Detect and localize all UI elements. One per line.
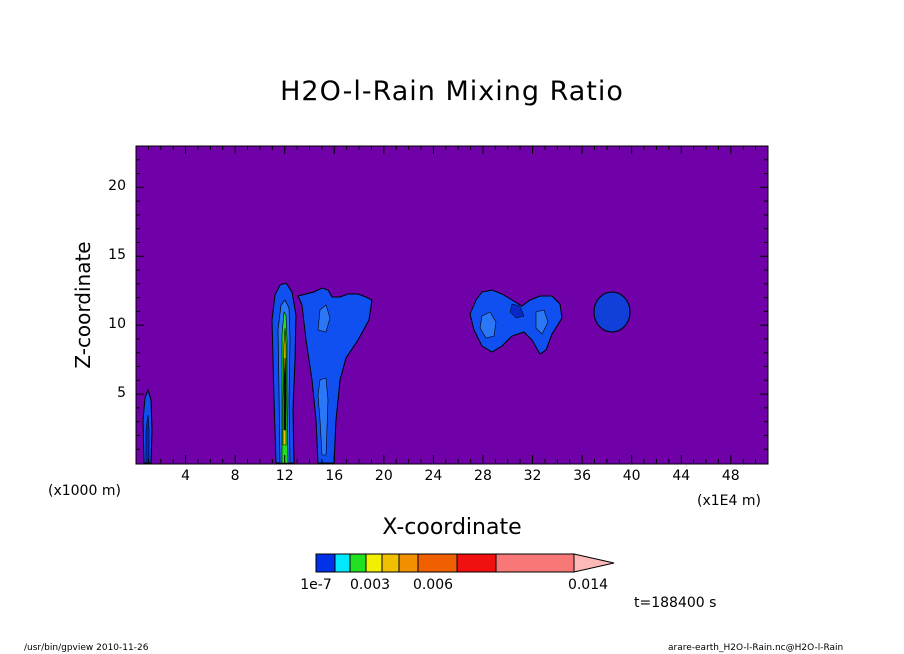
colorbar-swatch: [365, 553, 383, 573]
colorbar-swatch: [349, 553, 367, 573]
colorbar-swatch: [398, 553, 419, 573]
x-tick-label: 16: [325, 468, 344, 484]
y-axis-label: Z-coordinate: [71, 241, 95, 369]
rain-cell-28-32-inner2: [535, 309, 549, 335]
x-tick-label: 40: [622, 468, 641, 484]
y-axis: [136, 159, 768, 450]
rain-cell-39: [593, 291, 631, 333]
rain-cell-16: [297, 287, 373, 464]
x-scale-label: (x1E4 m): [697, 493, 761, 509]
y-tick-label: 10: [108, 316, 126, 333]
y-tick-label: 20: [108, 178, 126, 195]
colorbar-label: 1e-7: [300, 577, 332, 593]
x-axis-label: X-coordinate: [382, 515, 522, 540]
colorbar-swatch: [495, 553, 575, 573]
x-tick-label: 20: [374, 468, 393, 484]
rain-cell-16-inner2: [317, 304, 331, 333]
time-annotation: t=188400 s: [634, 595, 717, 611]
rain-cell-28-32: [469, 289, 563, 355]
x-tick-label: 24: [424, 468, 443, 484]
plot-area: [135, 145, 769, 465]
x-tick-label: 8: [230, 468, 240, 484]
x-tick-label: 12: [275, 468, 294, 484]
colorbar-extend-arrow: [573, 553, 615, 573]
colorbar-swatch: [417, 553, 458, 573]
x-tick-label: 48: [721, 468, 740, 484]
x-tick-label: 4: [181, 468, 191, 484]
x-tick-label: 36: [573, 468, 592, 484]
colorbar-label: 0.014: [567, 577, 609, 593]
colorbar-label: 0.003: [349, 577, 391, 593]
x-tick-label: 28: [474, 468, 492, 484]
rain-cell-16-inner: [317, 377, 329, 456]
x-tick-label: 44: [672, 468, 691, 484]
colorbar-swatch: [456, 553, 497, 573]
colorbar-swatch: [381, 553, 400, 573]
colorbar-swatch: [315, 553, 336, 573]
rain-cell-28-32-dark: [509, 303, 525, 319]
x-axis: [147, 146, 757, 463]
y-tick-label: 5: [117, 385, 126, 402]
footer-left: /usr/bin/gpview 2010-11-26: [24, 643, 149, 653]
chart-title: H2O-l-Rain Mixing Ratio: [280, 76, 624, 107]
colorbar-swatch: [334, 553, 351, 573]
rain-cell-main-max: [283, 357, 286, 431]
y-tick-label: 15: [108, 247, 126, 264]
rain-cell-28-32-inner: [479, 311, 497, 339]
colorbar-label: 0.006: [412, 577, 454, 593]
x-unit-label: (x1000 m): [48, 483, 121, 499]
footer-right: arare-earth_H2O-l-Rain.nc@H2O-l-Rain: [668, 643, 844, 653]
x-tick-label: 32: [523, 468, 542, 484]
colorbar: [315, 553, 615, 573]
